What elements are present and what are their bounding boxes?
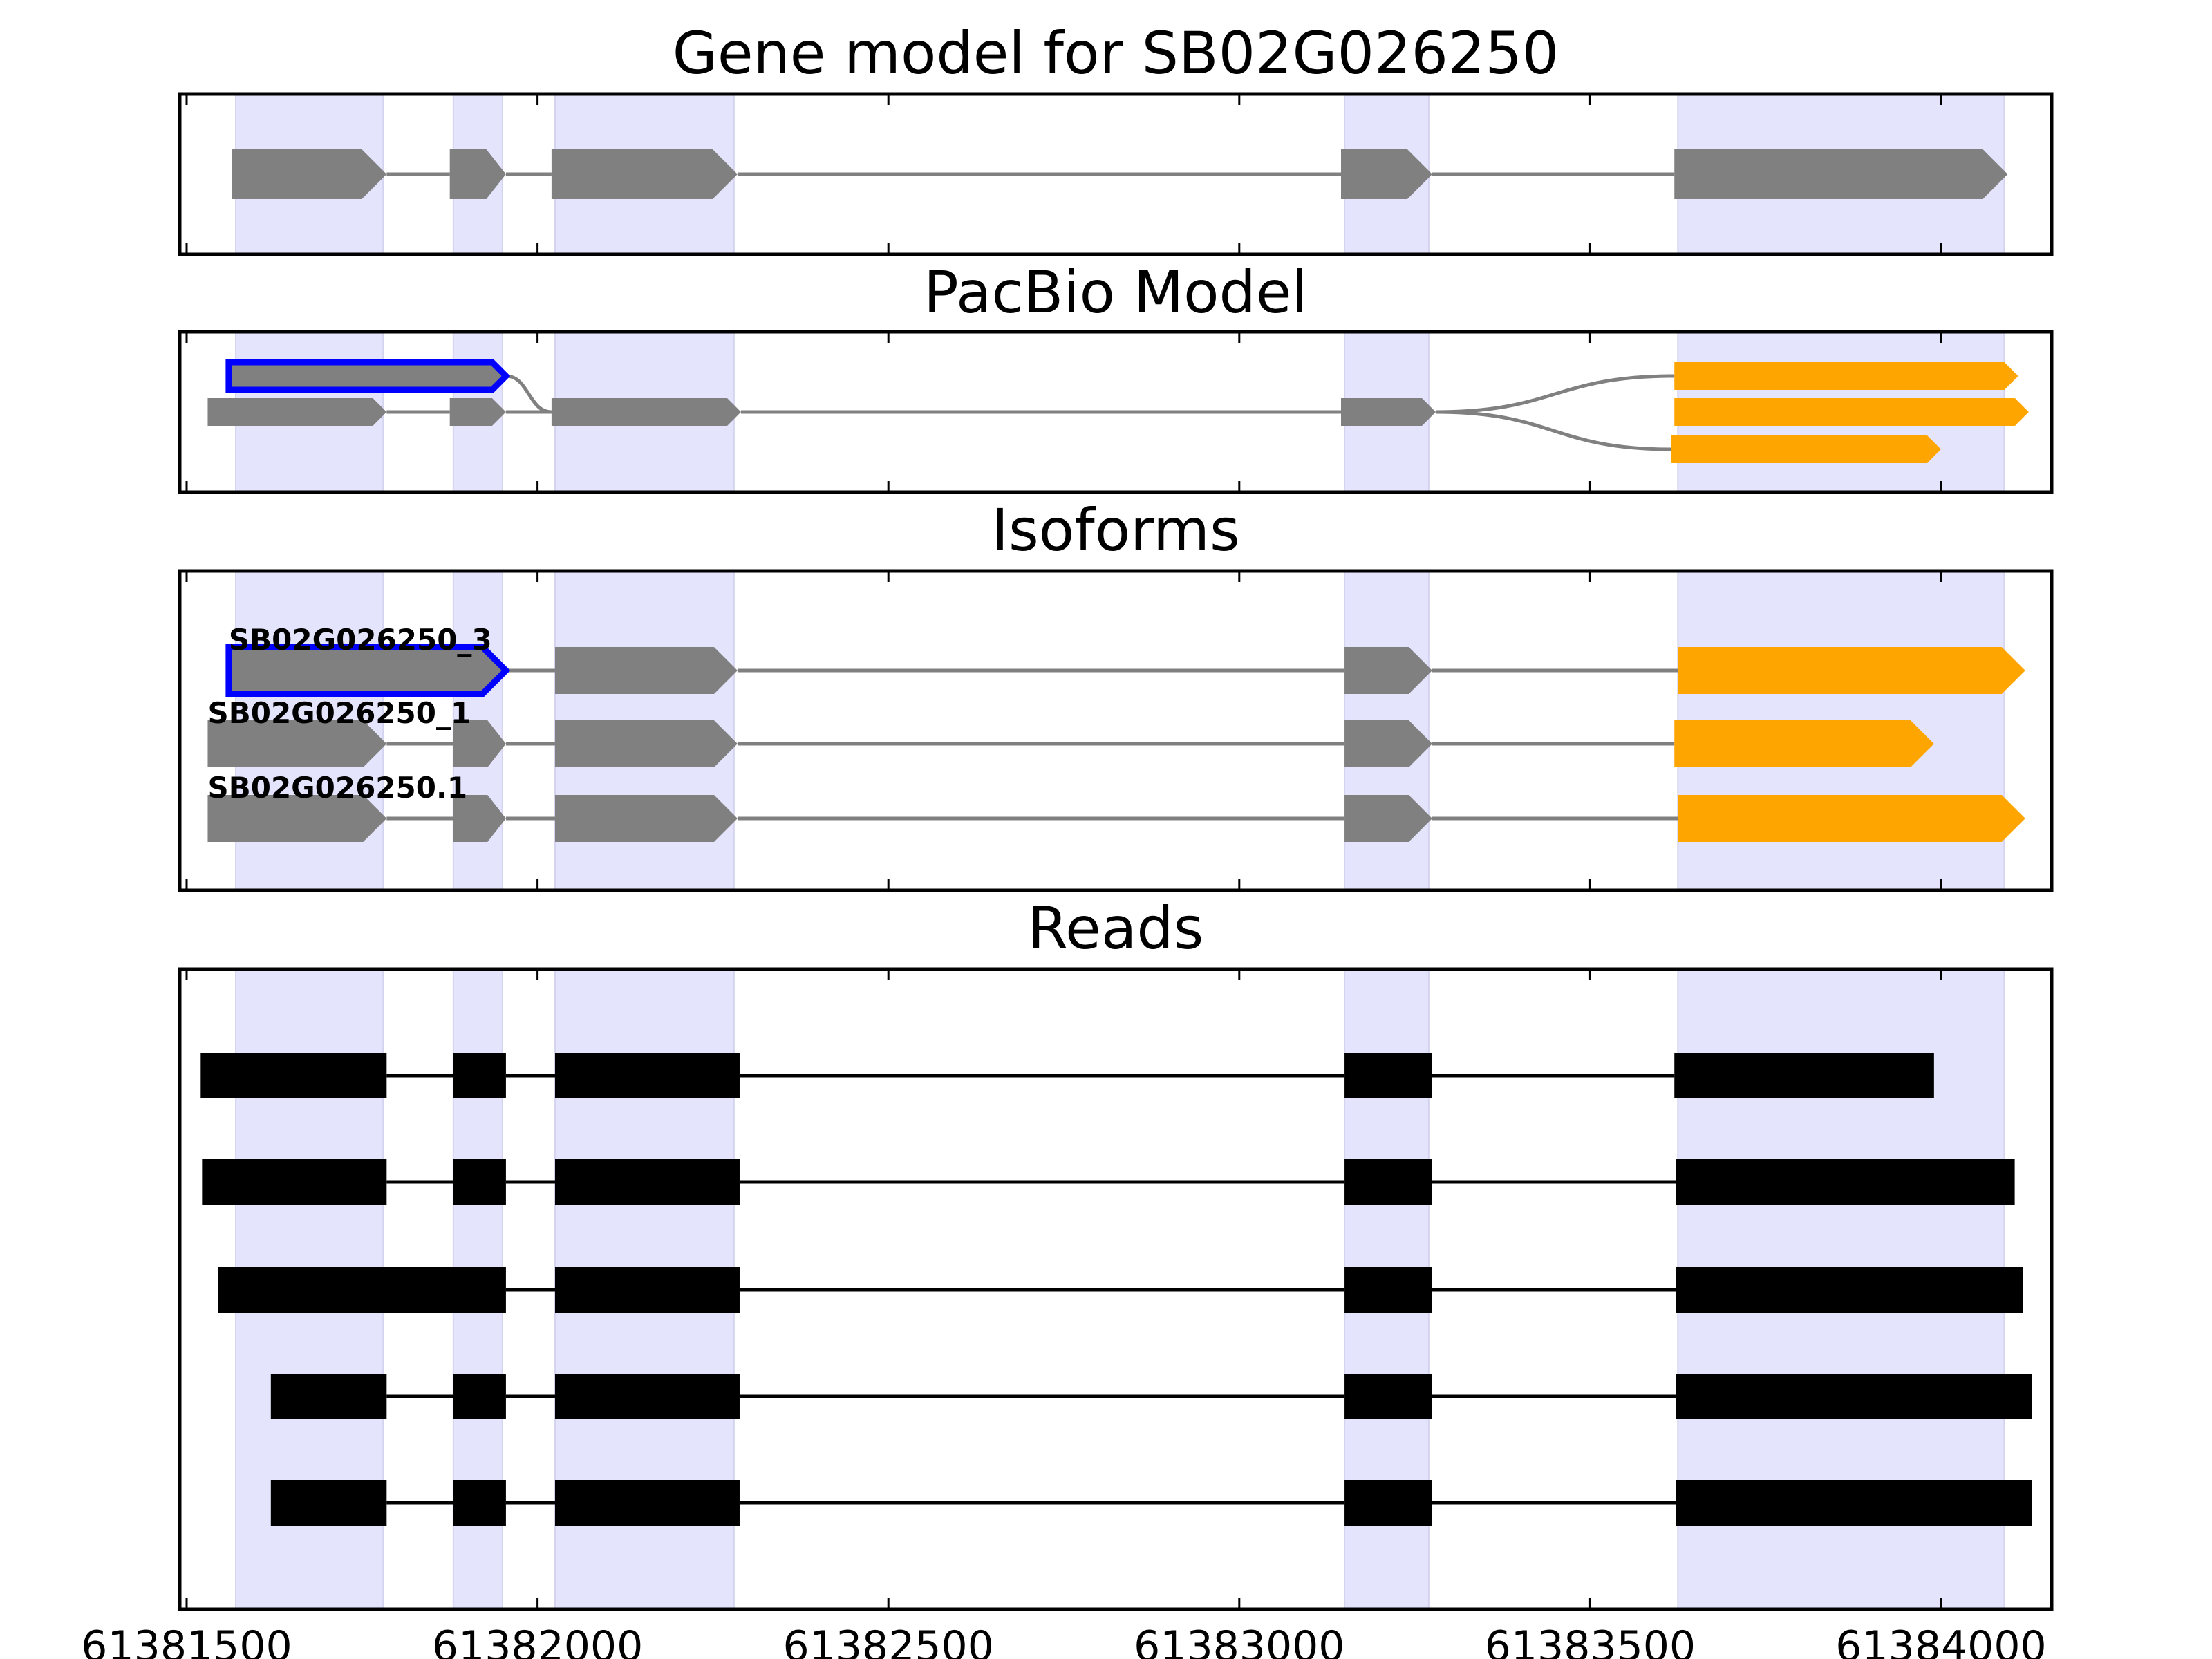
x-tick-label: 61383500 bbox=[1485, 1622, 1696, 1659]
exon-highlighted bbox=[225, 359, 511, 393]
read-exon bbox=[453, 1159, 506, 1205]
panel-title-gene: Gene model for SB02G026250 bbox=[673, 19, 1559, 87]
read-exon bbox=[218, 1267, 506, 1313]
exon bbox=[554, 647, 738, 694]
exon bbox=[1341, 149, 1432, 199]
read-exon bbox=[554, 1374, 740, 1419]
panel-frame-isoforms bbox=[178, 569, 2054, 892]
read-exon bbox=[453, 1480, 506, 1526]
read-exon bbox=[1344, 1374, 1432, 1419]
exon bbox=[554, 720, 738, 767]
read-exon bbox=[1344, 1053, 1432, 1098]
panel-title-isoforms: Isoforms bbox=[991, 496, 1240, 564]
read-exon bbox=[554, 1267, 740, 1313]
utr-exon bbox=[1671, 435, 1941, 463]
exon bbox=[449, 149, 506, 199]
exon bbox=[207, 720, 387, 767]
read-exon bbox=[1344, 1480, 1432, 1526]
read-exon bbox=[1344, 1159, 1432, 1205]
utr-exon bbox=[1674, 398, 2029, 426]
x-tick-label: 61384000 bbox=[1835, 1622, 2046, 1659]
exon bbox=[1341, 398, 1436, 426]
read-exon bbox=[1344, 1267, 1432, 1313]
read-exon bbox=[554, 1053, 740, 1098]
x-tick-label: 61382000 bbox=[432, 1622, 643, 1659]
utr-exon bbox=[1674, 720, 1934, 767]
exon bbox=[232, 149, 387, 199]
x-tick-label: 61381500 bbox=[81, 1622, 292, 1659]
read-exon bbox=[1676, 1159, 2015, 1205]
exon bbox=[1344, 647, 1432, 694]
exon bbox=[1674, 149, 2008, 199]
utr-exon bbox=[1678, 795, 2025, 842]
intron-curve bbox=[505, 374, 552, 414]
utr-exon bbox=[1678, 647, 2025, 694]
utr-exon bbox=[1674, 362, 2018, 390]
x-tick-label: 61383000 bbox=[1134, 1622, 1344, 1659]
panel-frame-reads bbox=[178, 967, 2054, 1611]
isoform-label: SB02G026250_1 bbox=[207, 696, 471, 730]
panel-title-pacbio: PacBio Model bbox=[924, 259, 1308, 326]
exon bbox=[453, 795, 506, 842]
exon bbox=[1344, 720, 1432, 767]
intron-curve bbox=[1436, 374, 1675, 414]
read-exon bbox=[1674, 1053, 1934, 1098]
read-exon bbox=[453, 1374, 506, 1419]
panel-title-reads: Reads bbox=[1028, 894, 1204, 962]
intron-curve bbox=[1436, 410, 1671, 451]
exon bbox=[551, 398, 742, 426]
read-exon bbox=[453, 1053, 506, 1098]
exon bbox=[207, 398, 387, 426]
panel-frame-pacbio bbox=[178, 330, 2054, 494]
read-exon bbox=[200, 1053, 387, 1098]
exon bbox=[551, 149, 738, 199]
read-exon bbox=[270, 1374, 387, 1419]
x-tick-label: 61382500 bbox=[783, 1622, 994, 1659]
read-exon bbox=[1676, 1374, 2032, 1419]
read-exon bbox=[554, 1159, 740, 1205]
isoform-label: SB02G026250.1 bbox=[207, 771, 467, 805]
read-exon bbox=[1676, 1480, 2032, 1526]
isoform-label: SB02G026250_3 bbox=[229, 623, 492, 657]
read-exon bbox=[554, 1480, 740, 1526]
exon bbox=[449, 398, 506, 426]
read-exon bbox=[1676, 1267, 2023, 1313]
exon bbox=[1344, 795, 1432, 842]
exon-highlighted bbox=[225, 644, 511, 697]
read-exon bbox=[270, 1480, 387, 1526]
exon bbox=[207, 795, 387, 842]
exon bbox=[554, 795, 738, 842]
read-exon bbox=[202, 1159, 387, 1205]
panel-frame-gene bbox=[178, 92, 2054, 256]
exon bbox=[453, 720, 506, 767]
